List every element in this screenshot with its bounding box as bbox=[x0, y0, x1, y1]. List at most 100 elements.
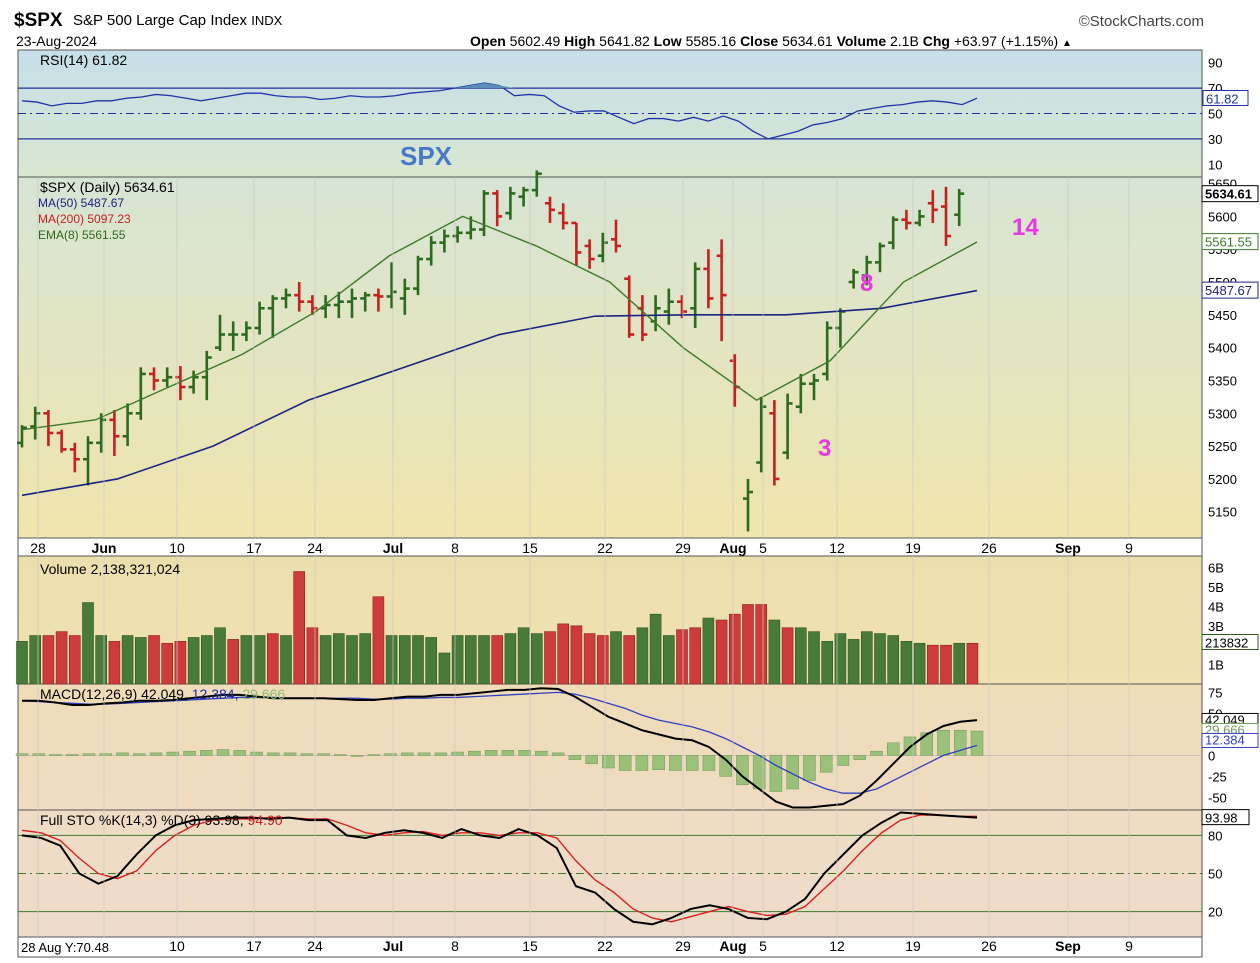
volume-bar bbox=[504, 633, 517, 685]
index-name: S&P 500 Large Cap Index INDX bbox=[73, 12, 282, 29]
price-last-value-box bbox=[1201, 233, 1259, 251]
volume-bar bbox=[517, 627, 530, 685]
volume-bar bbox=[689, 627, 702, 685]
date-tick-label: 10 bbox=[169, 540, 185, 556]
volume-bar bbox=[148, 635, 160, 685]
rsi-last-value-box bbox=[1202, 89, 1249, 106]
price-bar bbox=[941, 186, 951, 246]
price-bar bbox=[558, 203, 569, 230]
open-label: Open bbox=[470, 33, 506, 49]
price-bar bbox=[254, 301, 265, 335]
symbol-title: $SPX bbox=[14, 10, 63, 31]
volume-bar bbox=[610, 631, 622, 685]
volume-bar bbox=[253, 635, 266, 685]
count-3-annotation: 3 bbox=[818, 435, 831, 462]
price-bar bbox=[333, 291, 344, 319]
macd-tick-label: 75 bbox=[1208, 685, 1222, 700]
bottom-date-tick-label: 17 bbox=[246, 938, 262, 954]
macd-histogram-bar bbox=[216, 749, 230, 756]
macd-histogram-bar bbox=[535, 750, 548, 756]
price-bar bbox=[571, 221, 582, 266]
exchange-label: INDX bbox=[251, 13, 283, 28]
volume-bar bbox=[425, 637, 438, 685]
price-bar bbox=[267, 295, 278, 338]
volume-bar bbox=[491, 635, 504, 685]
volume-bar bbox=[16, 641, 28, 685]
macd-histogram-bar bbox=[149, 752, 163, 756]
volume-bar bbox=[240, 635, 253, 685]
volume-tick-label: 6B bbox=[1208, 561, 1224, 576]
macd-histogram-bar bbox=[66, 754, 79, 756]
price-bar bbox=[479, 190, 489, 237]
macd-histogram-bar bbox=[551, 752, 565, 756]
volume-bar bbox=[121, 635, 134, 685]
price-bar bbox=[716, 239, 727, 342]
sto-tick-label: 80 bbox=[1208, 828, 1222, 843]
volume-bar bbox=[346, 635, 358, 685]
macd-histogram-bar bbox=[283, 752, 297, 756]
ma50-legend: MA(50) 5487.67 bbox=[38, 196, 124, 210]
bottom-date-tick-label: 24 bbox=[307, 938, 323, 954]
price-bar bbox=[175, 366, 186, 401]
price-bar bbox=[386, 262, 397, 309]
macd-histogram-bar bbox=[417, 752, 431, 756]
macd-panel-bg bbox=[17, 683, 1203, 811]
volume-bar bbox=[596, 635, 609, 685]
volume-tick-label: 5B bbox=[1208, 580, 1224, 595]
date-tick-label: 5 bbox=[759, 540, 767, 556]
price-bar bbox=[914, 209, 925, 227]
macd-histogram-bar bbox=[116, 752, 129, 756]
volume-bar bbox=[332, 633, 345, 685]
bottom-date-tick-label: 22 bbox=[597, 938, 613, 954]
volume-bar bbox=[280, 635, 292, 685]
price-bar bbox=[360, 291, 371, 312]
macd-histogram-bar bbox=[200, 750, 213, 756]
volume-bar bbox=[821, 641, 834, 685]
macd-histogram-bar bbox=[133, 753, 146, 756]
volume-bar bbox=[742, 604, 754, 685]
ma50-line bbox=[21, 289, 978, 497]
volume-bar bbox=[464, 635, 477, 685]
bottom-date-tick-label: Jul bbox=[383, 938, 403, 954]
price-tick-label: 5150 bbox=[1208, 505, 1237, 520]
volume-bar bbox=[412, 635, 424, 685]
price-bar bbox=[347, 288, 357, 319]
volume-bar bbox=[715, 619, 728, 685]
brand-label[interactable]: ©StockCharts.com bbox=[1078, 13, 1204, 30]
macd-histogram-bar bbox=[786, 755, 799, 790]
chart-date: 23-Aug-2024 bbox=[16, 33, 97, 49]
volume-value: 2.1B bbox=[890, 33, 919, 49]
chg-label: Chg bbox=[922, 33, 950, 49]
price-bar bbox=[162, 367, 173, 388]
bottom-date-tick-label: 15 bbox=[522, 938, 538, 954]
sto-legend-d: 94.90 bbox=[248, 812, 283, 828]
volume-label: Volume bbox=[836, 33, 887, 49]
price-bar bbox=[743, 478, 753, 532]
price-bar bbox=[954, 188, 965, 227]
date-tick-label: 9 bbox=[1125, 540, 1133, 556]
macd-histogram-bar bbox=[82, 753, 96, 756]
volume-bar bbox=[69, 635, 81, 685]
macd-histogram-bar bbox=[49, 754, 62, 756]
volume-bar bbox=[306, 627, 319, 685]
bottom-date-axis-strip bbox=[17, 936, 1203, 958]
volume-bar bbox=[583, 633, 596, 685]
date-tick-label: 8 bbox=[451, 540, 459, 556]
macd-histogram-bar bbox=[32, 753, 46, 756]
price-bar bbox=[848, 268, 859, 289]
macd-line bbox=[22, 687, 978, 809]
volume-bar bbox=[201, 635, 213, 685]
volume-bar bbox=[478, 635, 490, 685]
macd-histogram-bar bbox=[99, 753, 113, 756]
rsi-tick-label: 30 bbox=[1208, 132, 1222, 147]
price-bar bbox=[505, 186, 516, 220]
close-label: Close bbox=[740, 33, 779, 49]
volume-bar bbox=[570, 625, 583, 685]
volume-bar bbox=[808, 631, 820, 685]
volume-tick-label: 4B bbox=[1208, 599, 1224, 614]
price-bar bbox=[663, 288, 674, 325]
sto-tick-label: 20 bbox=[1208, 905, 1222, 920]
price-bar bbox=[294, 282, 305, 312]
date-tick-label: 29 bbox=[675, 540, 691, 556]
rsi-legend: RSI(14) 61.82 bbox=[40, 52, 127, 68]
